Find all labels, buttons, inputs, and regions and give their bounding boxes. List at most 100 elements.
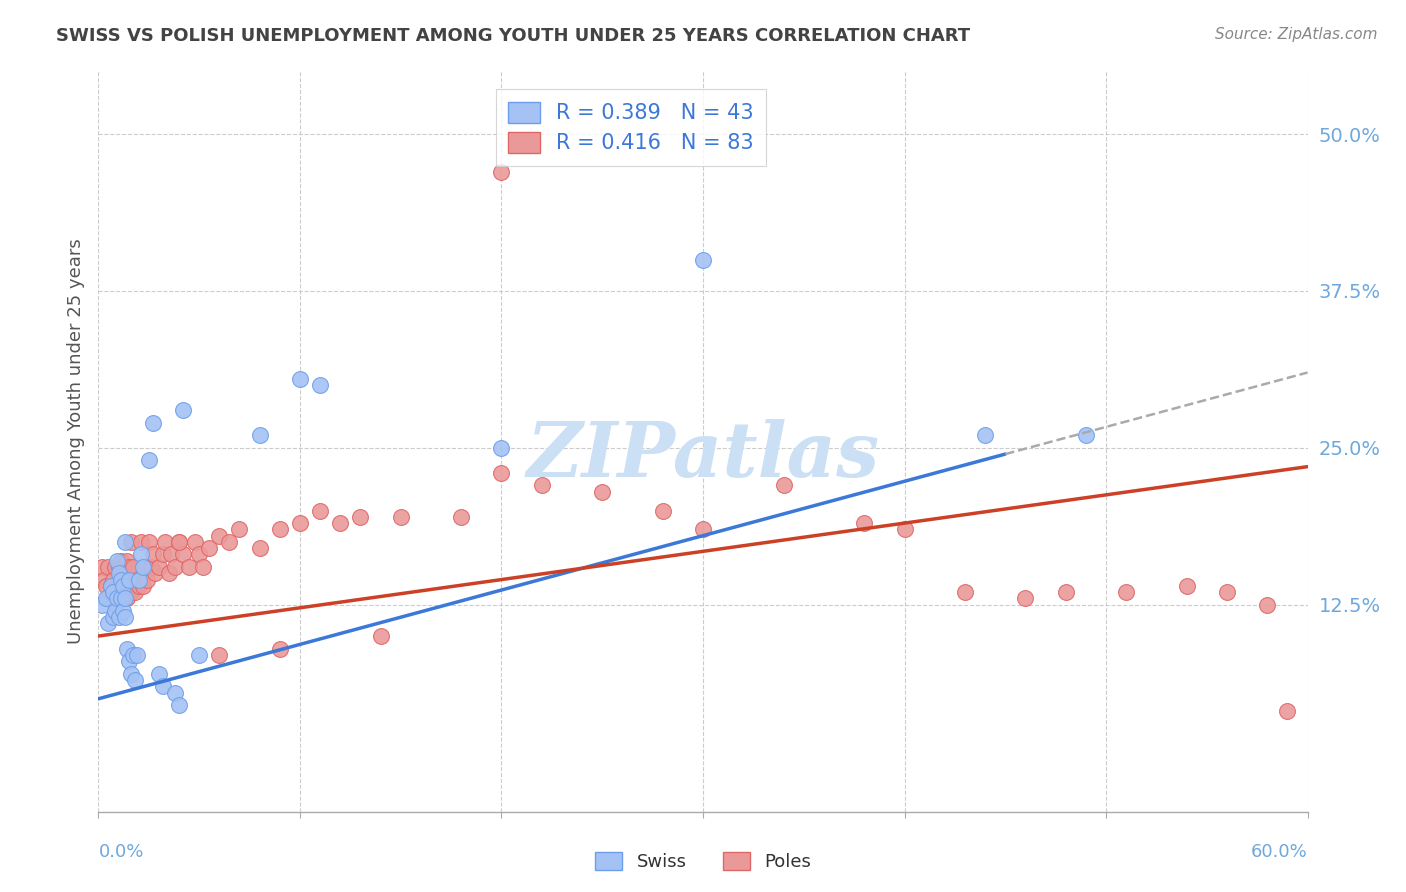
Point [152, 679, 174, 693]
Point [96, 579, 118, 593]
Point [1054, 585, 1077, 599]
Point [184, 535, 207, 549]
Point [101, 591, 124, 606]
Point [172, 403, 194, 417]
Point [153, 535, 176, 549]
Point [249, 428, 271, 442]
Point [370, 629, 392, 643]
Point [1256, 598, 1278, 612]
Text: 60.0%: 60.0% [1251, 843, 1308, 861]
Point [114, 610, 136, 624]
Point [125, 648, 148, 662]
Point [143, 566, 166, 581]
Point [198, 541, 221, 556]
Point [120, 585, 142, 599]
Point [111, 560, 134, 574]
Point [128, 579, 150, 593]
Point [135, 573, 157, 587]
Point [142, 548, 165, 562]
Point [893, 522, 915, 536]
Point [269, 641, 291, 656]
Point [111, 604, 134, 618]
Point [491, 441, 513, 455]
Point [115, 641, 138, 656]
Point [148, 560, 170, 574]
Point [114, 573, 136, 587]
Point [853, 516, 876, 530]
Point [218, 535, 240, 549]
Point [349, 509, 371, 524]
Point [142, 416, 165, 430]
Point [157, 566, 180, 581]
Point [100, 579, 122, 593]
Point [111, 579, 134, 593]
Point [118, 654, 141, 668]
Point [974, 428, 997, 442]
Point [138, 535, 160, 549]
Text: SWISS VS POLISH UNEMPLOYMENT AMONG YOUTH UNDER 25 YEARS CORRELATION CHART: SWISS VS POLISH UNEMPLOYMENT AMONG YOUTH… [56, 27, 970, 45]
Point [124, 585, 146, 599]
Point [309, 503, 332, 517]
Point [692, 522, 714, 536]
Point [179, 560, 201, 574]
Point [128, 573, 150, 587]
Point [591, 484, 613, 499]
Point [208, 648, 231, 662]
Point [121, 648, 143, 662]
Point [107, 591, 129, 606]
Point [651, 503, 673, 517]
Point [120, 535, 142, 549]
Point [208, 529, 231, 543]
Legend: Swiss, Poles: Swiss, Poles [588, 845, 818, 879]
Point [1277, 704, 1299, 718]
Point [152, 548, 174, 562]
Point [121, 579, 143, 593]
Point [118, 573, 141, 587]
Point [114, 591, 136, 606]
Point [134, 560, 156, 574]
Point [105, 554, 128, 568]
Point [288, 516, 311, 530]
Point [228, 522, 250, 536]
Point [1014, 591, 1036, 606]
Point [110, 591, 132, 606]
Point [188, 648, 211, 662]
Point [193, 560, 215, 574]
Point [188, 548, 211, 562]
Point [172, 548, 194, 562]
Point [93, 573, 115, 587]
Point [107, 566, 129, 581]
Point [1074, 428, 1097, 442]
Point [110, 573, 132, 587]
Point [450, 509, 472, 524]
Point [167, 535, 190, 549]
Point [118, 573, 141, 587]
Point [97, 560, 120, 574]
Point [115, 554, 138, 568]
Point [288, 372, 311, 386]
Point [389, 509, 412, 524]
Point [160, 548, 183, 562]
Point [772, 478, 794, 492]
Point [115, 591, 138, 606]
Point [163, 685, 186, 699]
Point [692, 252, 714, 267]
Point [105, 579, 128, 593]
Point [249, 541, 271, 556]
Point [1115, 585, 1137, 599]
Point [530, 478, 553, 492]
Point [103, 604, 125, 618]
Point [124, 673, 146, 687]
Point [103, 598, 125, 612]
Point [491, 466, 513, 480]
Point [491, 165, 513, 179]
Point [132, 560, 155, 574]
Point [269, 522, 291, 536]
Point [1216, 585, 1239, 599]
Point [111, 585, 134, 599]
Point [129, 535, 152, 549]
Text: ZIPatlas: ZIPatlas [526, 419, 880, 493]
Point [953, 585, 976, 599]
Point [96, 591, 118, 606]
Point [97, 591, 120, 606]
